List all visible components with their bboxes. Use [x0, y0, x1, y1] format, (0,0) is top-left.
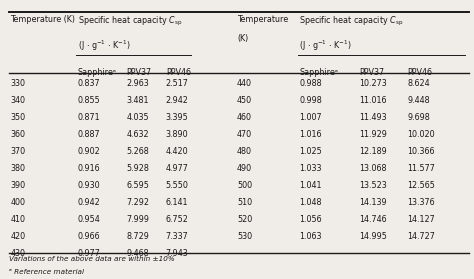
Text: 450: 450 [237, 96, 252, 105]
Text: 370: 370 [10, 147, 26, 156]
Text: 7.337: 7.337 [166, 232, 189, 241]
Text: 510: 510 [237, 198, 252, 207]
Text: (J $\cdot$ g$^{-1}$ $\cdot$ K$^{-1}$): (J $\cdot$ g$^{-1}$ $\cdot$ K$^{-1}$) [78, 38, 130, 53]
Text: 530: 530 [237, 232, 252, 241]
Text: 10.020: 10.020 [407, 130, 435, 139]
Text: ᵃ Reference material: ᵃ Reference material [9, 270, 84, 275]
Text: 0.887: 0.887 [78, 130, 100, 139]
Text: 6.595: 6.595 [127, 181, 150, 190]
Text: 440: 440 [237, 79, 252, 88]
Text: 9.468: 9.468 [127, 249, 149, 258]
Text: Specific heat capacity $C_{\rm sp}$: Specific heat capacity $C_{\rm sp}$ [299, 15, 403, 28]
Text: 1.025: 1.025 [299, 147, 322, 156]
Text: 11.016: 11.016 [359, 96, 386, 105]
Text: 2.942: 2.942 [166, 96, 189, 105]
Text: 0.942: 0.942 [78, 198, 100, 207]
Text: Specific heat capacity $C_{\rm sp}$: Specific heat capacity $C_{\rm sp}$ [78, 15, 182, 28]
Text: 5.928: 5.928 [127, 164, 150, 173]
Text: PPV37: PPV37 [359, 68, 384, 77]
Text: 0.998: 0.998 [299, 96, 322, 105]
Text: 0.902: 0.902 [78, 147, 100, 156]
Text: 13.523: 13.523 [359, 181, 387, 190]
Text: Temperature: Temperature [237, 15, 288, 24]
Text: 0.855: 0.855 [78, 96, 100, 105]
Text: 3.481: 3.481 [127, 96, 149, 105]
Text: 7.292: 7.292 [127, 198, 150, 207]
Text: 10.273: 10.273 [359, 79, 387, 88]
Text: 490: 490 [237, 164, 252, 173]
Text: 12.189: 12.189 [359, 147, 387, 156]
Text: 460: 460 [237, 113, 252, 122]
Text: 470: 470 [237, 130, 252, 139]
Text: 1.033: 1.033 [299, 164, 322, 173]
Text: 0.977: 0.977 [78, 249, 100, 258]
Text: 8.729: 8.729 [127, 232, 150, 241]
Text: 9.698: 9.698 [407, 113, 430, 122]
Text: 10.366: 10.366 [407, 147, 435, 156]
Text: 1.048: 1.048 [299, 198, 322, 207]
Text: 0.954: 0.954 [78, 215, 100, 224]
Text: 3.395: 3.395 [166, 113, 189, 122]
Text: 360: 360 [10, 130, 26, 139]
Text: 1.063: 1.063 [299, 232, 322, 241]
Text: 11.493: 11.493 [359, 113, 386, 122]
Text: 14.727: 14.727 [407, 232, 435, 241]
Text: 7.943: 7.943 [166, 249, 189, 258]
Text: (J $\cdot$ g$^{-1}$ $\cdot$ K$^{-1}$): (J $\cdot$ g$^{-1}$ $\cdot$ K$^{-1}$) [299, 38, 352, 53]
Text: 4.977: 4.977 [166, 164, 189, 173]
Text: 13.376: 13.376 [407, 198, 435, 207]
Text: 340: 340 [10, 96, 26, 105]
Text: 4.035: 4.035 [127, 113, 149, 122]
Text: Sapphireᵃ: Sapphireᵃ [78, 68, 117, 77]
Text: 1.056: 1.056 [299, 215, 322, 224]
Text: Variations of the above data are within ±10%: Variations of the above data are within … [9, 256, 175, 262]
Text: 14.995: 14.995 [359, 232, 387, 241]
Text: PPV46: PPV46 [166, 68, 191, 77]
Text: 430: 430 [10, 249, 26, 258]
Text: 5.268: 5.268 [127, 147, 149, 156]
Text: 14.127: 14.127 [407, 215, 435, 224]
Text: 480: 480 [237, 147, 252, 156]
Text: 6.141: 6.141 [166, 198, 188, 207]
Text: 12.565: 12.565 [407, 181, 435, 190]
Text: 1.016: 1.016 [299, 130, 322, 139]
Text: (K): (K) [237, 34, 248, 43]
Text: 0.837: 0.837 [78, 79, 100, 88]
Text: 330: 330 [10, 79, 26, 88]
Text: 3.890: 3.890 [166, 130, 189, 139]
Text: 4.420: 4.420 [166, 147, 189, 156]
Text: 13.068: 13.068 [359, 164, 386, 173]
Text: 9.448: 9.448 [407, 96, 430, 105]
Text: 0.966: 0.966 [78, 232, 100, 241]
Text: 500: 500 [237, 181, 252, 190]
Text: 6.752: 6.752 [166, 215, 189, 224]
Text: Temperature (K): Temperature (K) [10, 15, 75, 24]
Text: 0.916: 0.916 [78, 164, 100, 173]
Text: 5.550: 5.550 [166, 181, 189, 190]
Text: 0.930: 0.930 [78, 181, 100, 190]
Text: 410: 410 [10, 215, 26, 224]
Text: 420: 420 [10, 232, 26, 241]
Text: 0.988: 0.988 [299, 79, 322, 88]
Text: 1.007: 1.007 [299, 113, 322, 122]
Text: 1.041: 1.041 [299, 181, 322, 190]
Text: 390: 390 [10, 181, 26, 190]
Text: PPV37: PPV37 [127, 68, 152, 77]
Text: Sapphireᵃ: Sapphireᵃ [299, 68, 338, 77]
Text: 11.929: 11.929 [359, 130, 387, 139]
Text: 520: 520 [237, 215, 252, 224]
Text: 2.517: 2.517 [166, 79, 189, 88]
Text: 350: 350 [10, 113, 26, 122]
Text: 4.632: 4.632 [127, 130, 149, 139]
Text: 400: 400 [10, 198, 26, 207]
Text: 11.577: 11.577 [407, 164, 435, 173]
Text: 2.963: 2.963 [127, 79, 149, 88]
Text: 0.871: 0.871 [78, 113, 100, 122]
Text: 380: 380 [10, 164, 26, 173]
Text: 7.999: 7.999 [127, 215, 150, 224]
Text: 14.139: 14.139 [359, 198, 386, 207]
Text: 14.746: 14.746 [359, 215, 386, 224]
Text: 8.624: 8.624 [407, 79, 430, 88]
Text: PPV46: PPV46 [407, 68, 432, 77]
